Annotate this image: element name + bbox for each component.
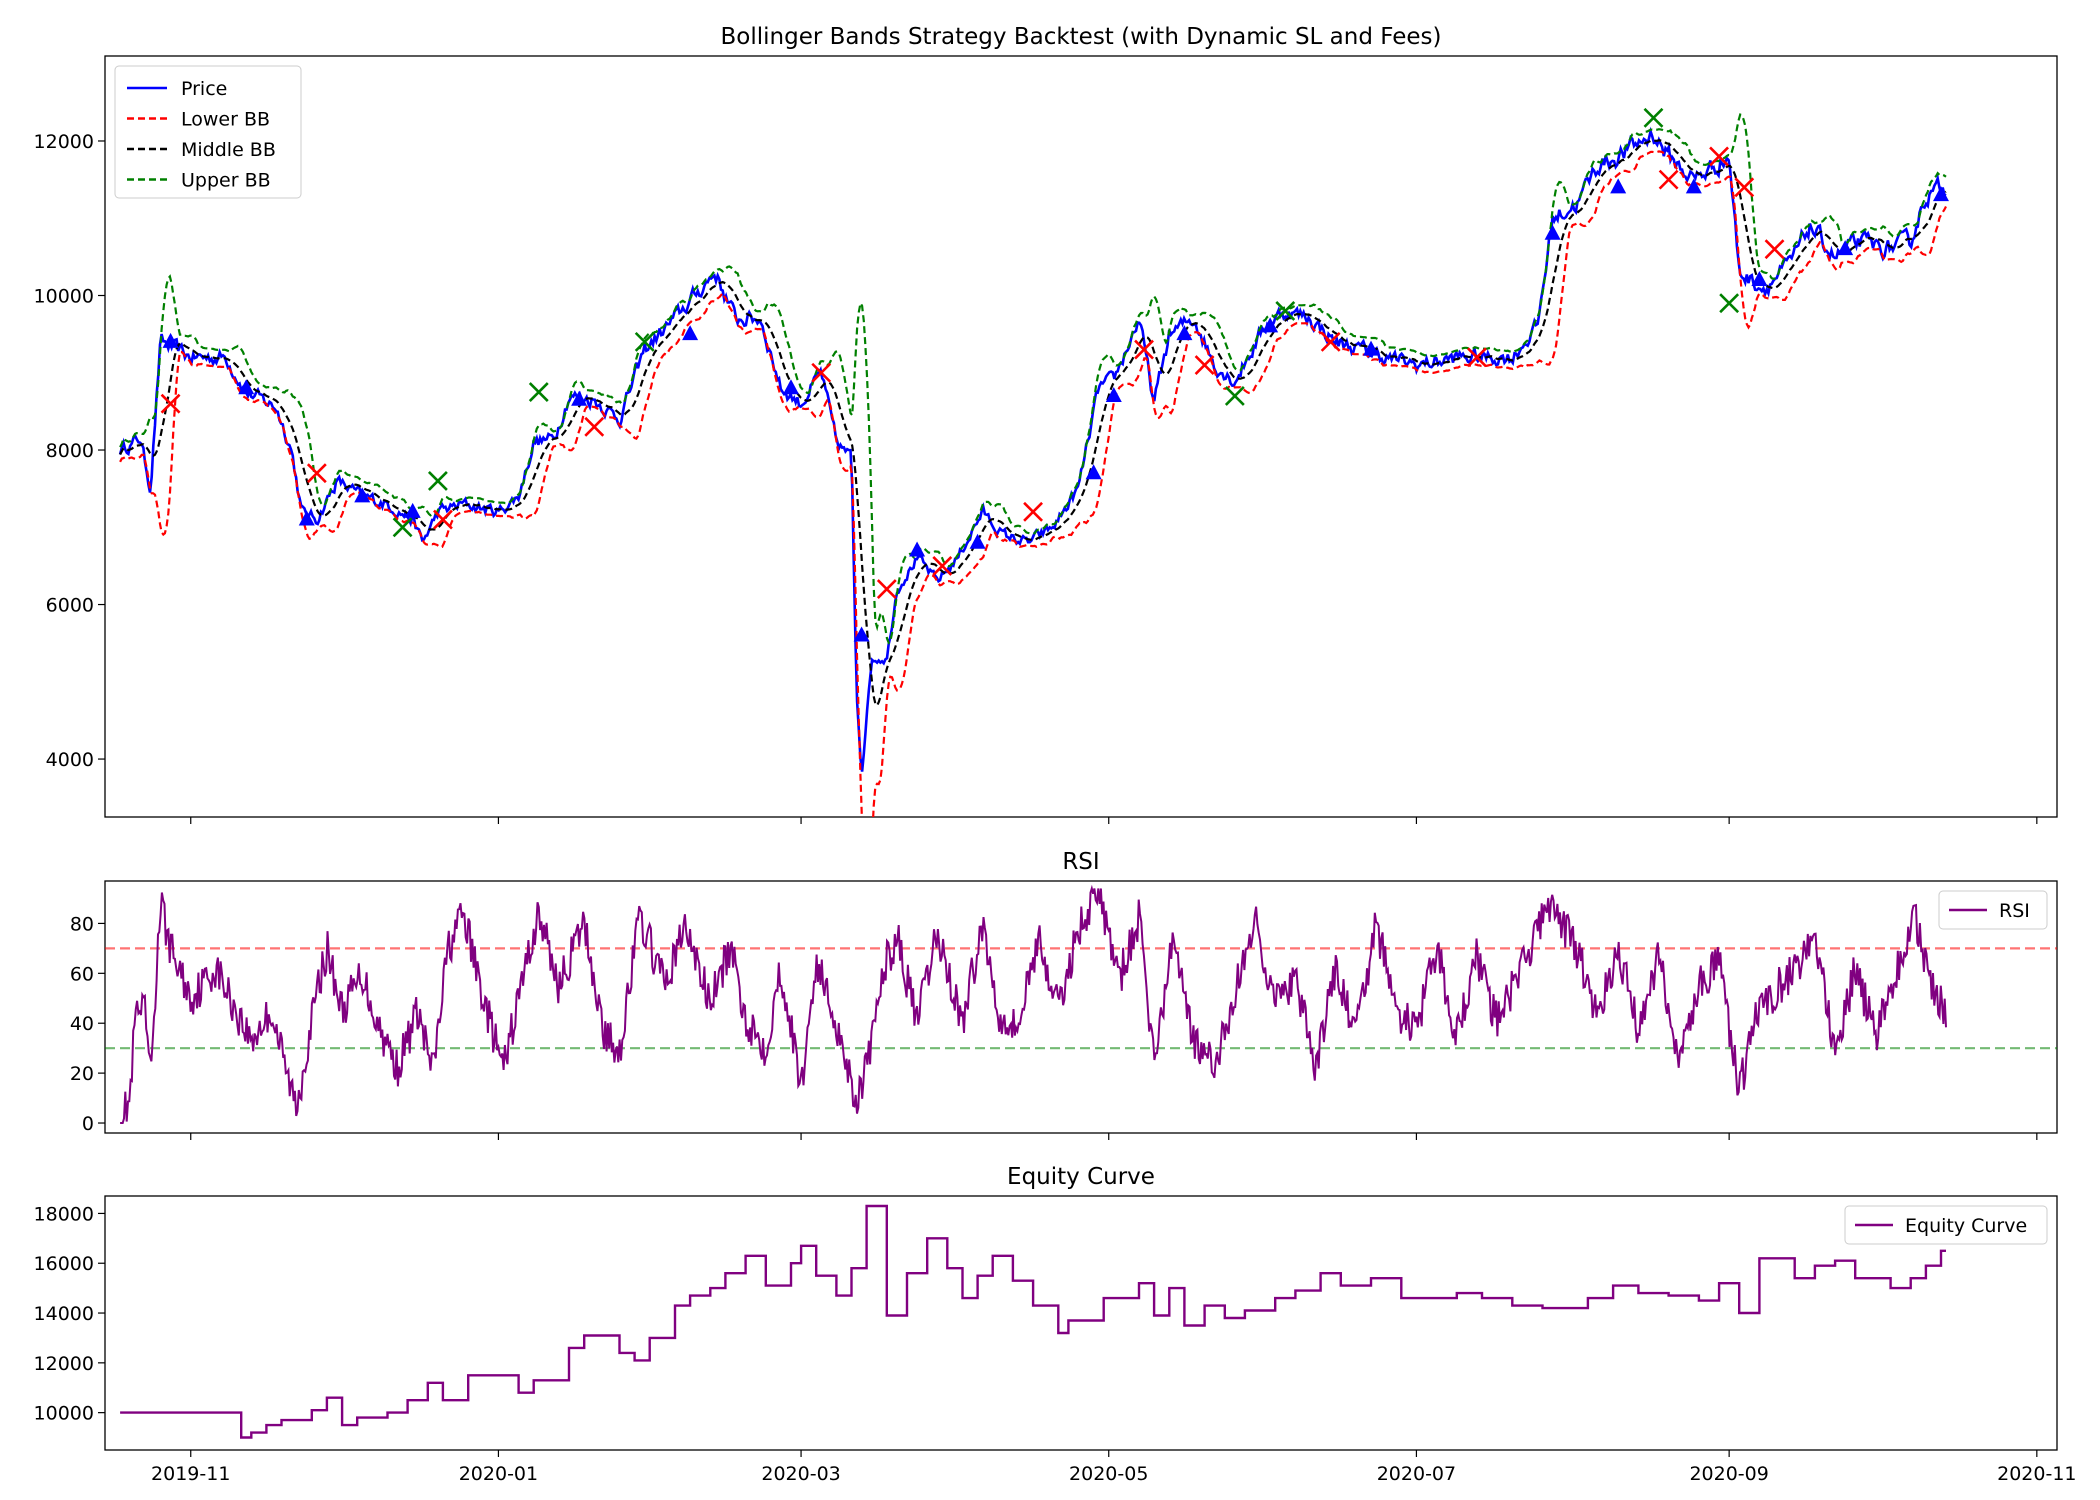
buy-marker (682, 325, 699, 341)
sell-marker (932, 555, 953, 576)
sell-marker (876, 579, 897, 600)
buy-marker (1363, 340, 1380, 356)
sell-marker (1709, 146, 1729, 167)
buy-marker (404, 502, 421, 518)
sell-marker (584, 416, 605, 437)
chart-panel-1: Bollinger Bands Strategy Backtest (with … (34, 24, 2058, 824)
y-tick-label: 14000 (34, 1303, 94, 1325)
y-tick-label: 20 (70, 1063, 94, 1085)
buy-marker (571, 390, 588, 406)
buy-marker (354, 487, 371, 503)
legend-label: Equity Curve (1905, 1215, 2027, 1237)
x-tick-label: 2020-01 (459, 1463, 538, 1485)
buy-marker (1685, 178, 1702, 194)
sell-marker (1719, 293, 1740, 314)
legend-label: Upper BB (181, 170, 271, 192)
chart-title: Equity Curve (1007, 1164, 1155, 1190)
buy-marker (238, 379, 255, 395)
y-tick-label: 60 (70, 963, 94, 985)
buy-marker (1262, 317, 1279, 333)
buy-marker (1751, 271, 1768, 287)
chart-title: Bollinger Bands Strategy Backtest (with … (721, 24, 1442, 50)
sell-marker (1467, 347, 1487, 368)
buy-marker (298, 510, 315, 526)
x-tick-label: 2019-11 (151, 1463, 230, 1485)
legend-label: Price (181, 78, 227, 100)
y-tick-label: 16000 (34, 1253, 94, 1275)
sell-marker (427, 471, 448, 491)
y-tick-label: 8000 (46, 440, 94, 462)
plot-area (105, 884, 2057, 1124)
buy-marker (1610, 178, 1627, 194)
y-tick-label: 18000 (34, 1203, 94, 1225)
sell-marker (1224, 386, 1245, 406)
buy-marker (1105, 386, 1122, 402)
y-tick-label: 10000 (34, 286, 94, 308)
plot-area (120, 1204, 1946, 1439)
sell-marker (634, 331, 655, 352)
upper-bb-line (119, 113, 1947, 645)
equity-line (120, 1204, 1946, 1439)
x-tick-label: 2020-07 (1377, 1463, 1456, 1485)
legend-box (1938, 890, 2048, 930)
buy-marker (853, 626, 870, 642)
sell-marker (433, 509, 453, 530)
x-tick-label: 2020-11 (1997, 1463, 2076, 1485)
legend: RSI (1938, 890, 2048, 930)
x-tick-label: 2020-09 (1689, 1463, 1768, 1485)
legend-label: RSI (1999, 900, 2030, 922)
buy-marker (1085, 464, 1102, 480)
sell-marker (1275, 301, 1296, 321)
axes-frame (104, 880, 2058, 1134)
y-tick-label: 6000 (46, 595, 94, 617)
y-tick-label: 40 (70, 1013, 94, 1035)
price-line (118, 126, 1947, 772)
middle-bb-line (119, 139, 1947, 708)
plot-area (118, 107, 1949, 817)
legend-box (114, 65, 302, 199)
sell-marker (1134, 339, 1154, 360)
legend-label: Lower BB (181, 109, 270, 131)
axes-frame (104, 1195, 2058, 1451)
legend: Equity Curve (1844, 1205, 2048, 1245)
legend-label: Middle BB (181, 139, 276, 161)
sell-marker (528, 382, 549, 402)
axes-frame (104, 55, 2058, 818)
sell-marker (1764, 239, 1785, 260)
sell-marker (811, 362, 832, 383)
chart-panel-2: RSI 0 20 40 60 80 RSI (70, 849, 2058, 1140)
chart-title: RSI (1062, 849, 1099, 875)
buy-marker (782, 379, 799, 395)
y-tick-label: 80 (70, 913, 94, 935)
buy-marker (909, 541, 926, 557)
x-tick-label: 2020-05 (1069, 1463, 1148, 1485)
buy-marker (162, 332, 179, 348)
sell-marker (1734, 177, 1755, 198)
sell-marker (306, 463, 327, 484)
sell-marker (392, 517, 413, 538)
sell-marker (1320, 331, 1341, 352)
x-tick-label: 2020-03 (761, 1463, 840, 1485)
buy-marker (1837, 240, 1854, 256)
rsi-line (120, 884, 1947, 1124)
sell-marker (1194, 355, 1215, 375)
lower-bb-line (119, 150, 1947, 817)
sell-marker (1023, 501, 1043, 522)
buy-marker (969, 533, 986, 549)
sell-marker (1643, 107, 1664, 128)
y-tick-label: 4000 (46, 749, 94, 771)
sell-marker (160, 393, 181, 414)
sell-marker (1658, 169, 1679, 190)
buy-marker (1932, 186, 1949, 202)
y-tick-label: 12000 (34, 131, 94, 153)
chart-panel-3: Equity Curve 10000 12000 14000 16000 18000 201… (34, 1164, 2077, 1485)
buy-marker (1176, 325, 1193, 341)
buy-marker (1544, 224, 1561, 240)
y-tick-label: 10000 (34, 1403, 94, 1425)
y-tick-label: 12000 (34, 1353, 94, 1375)
legend-box (1844, 1205, 2048, 1245)
y-tick-label: 0 (82, 1113, 94, 1135)
legend: Price Lower BB Middle BB Upper BB (114, 65, 302, 199)
